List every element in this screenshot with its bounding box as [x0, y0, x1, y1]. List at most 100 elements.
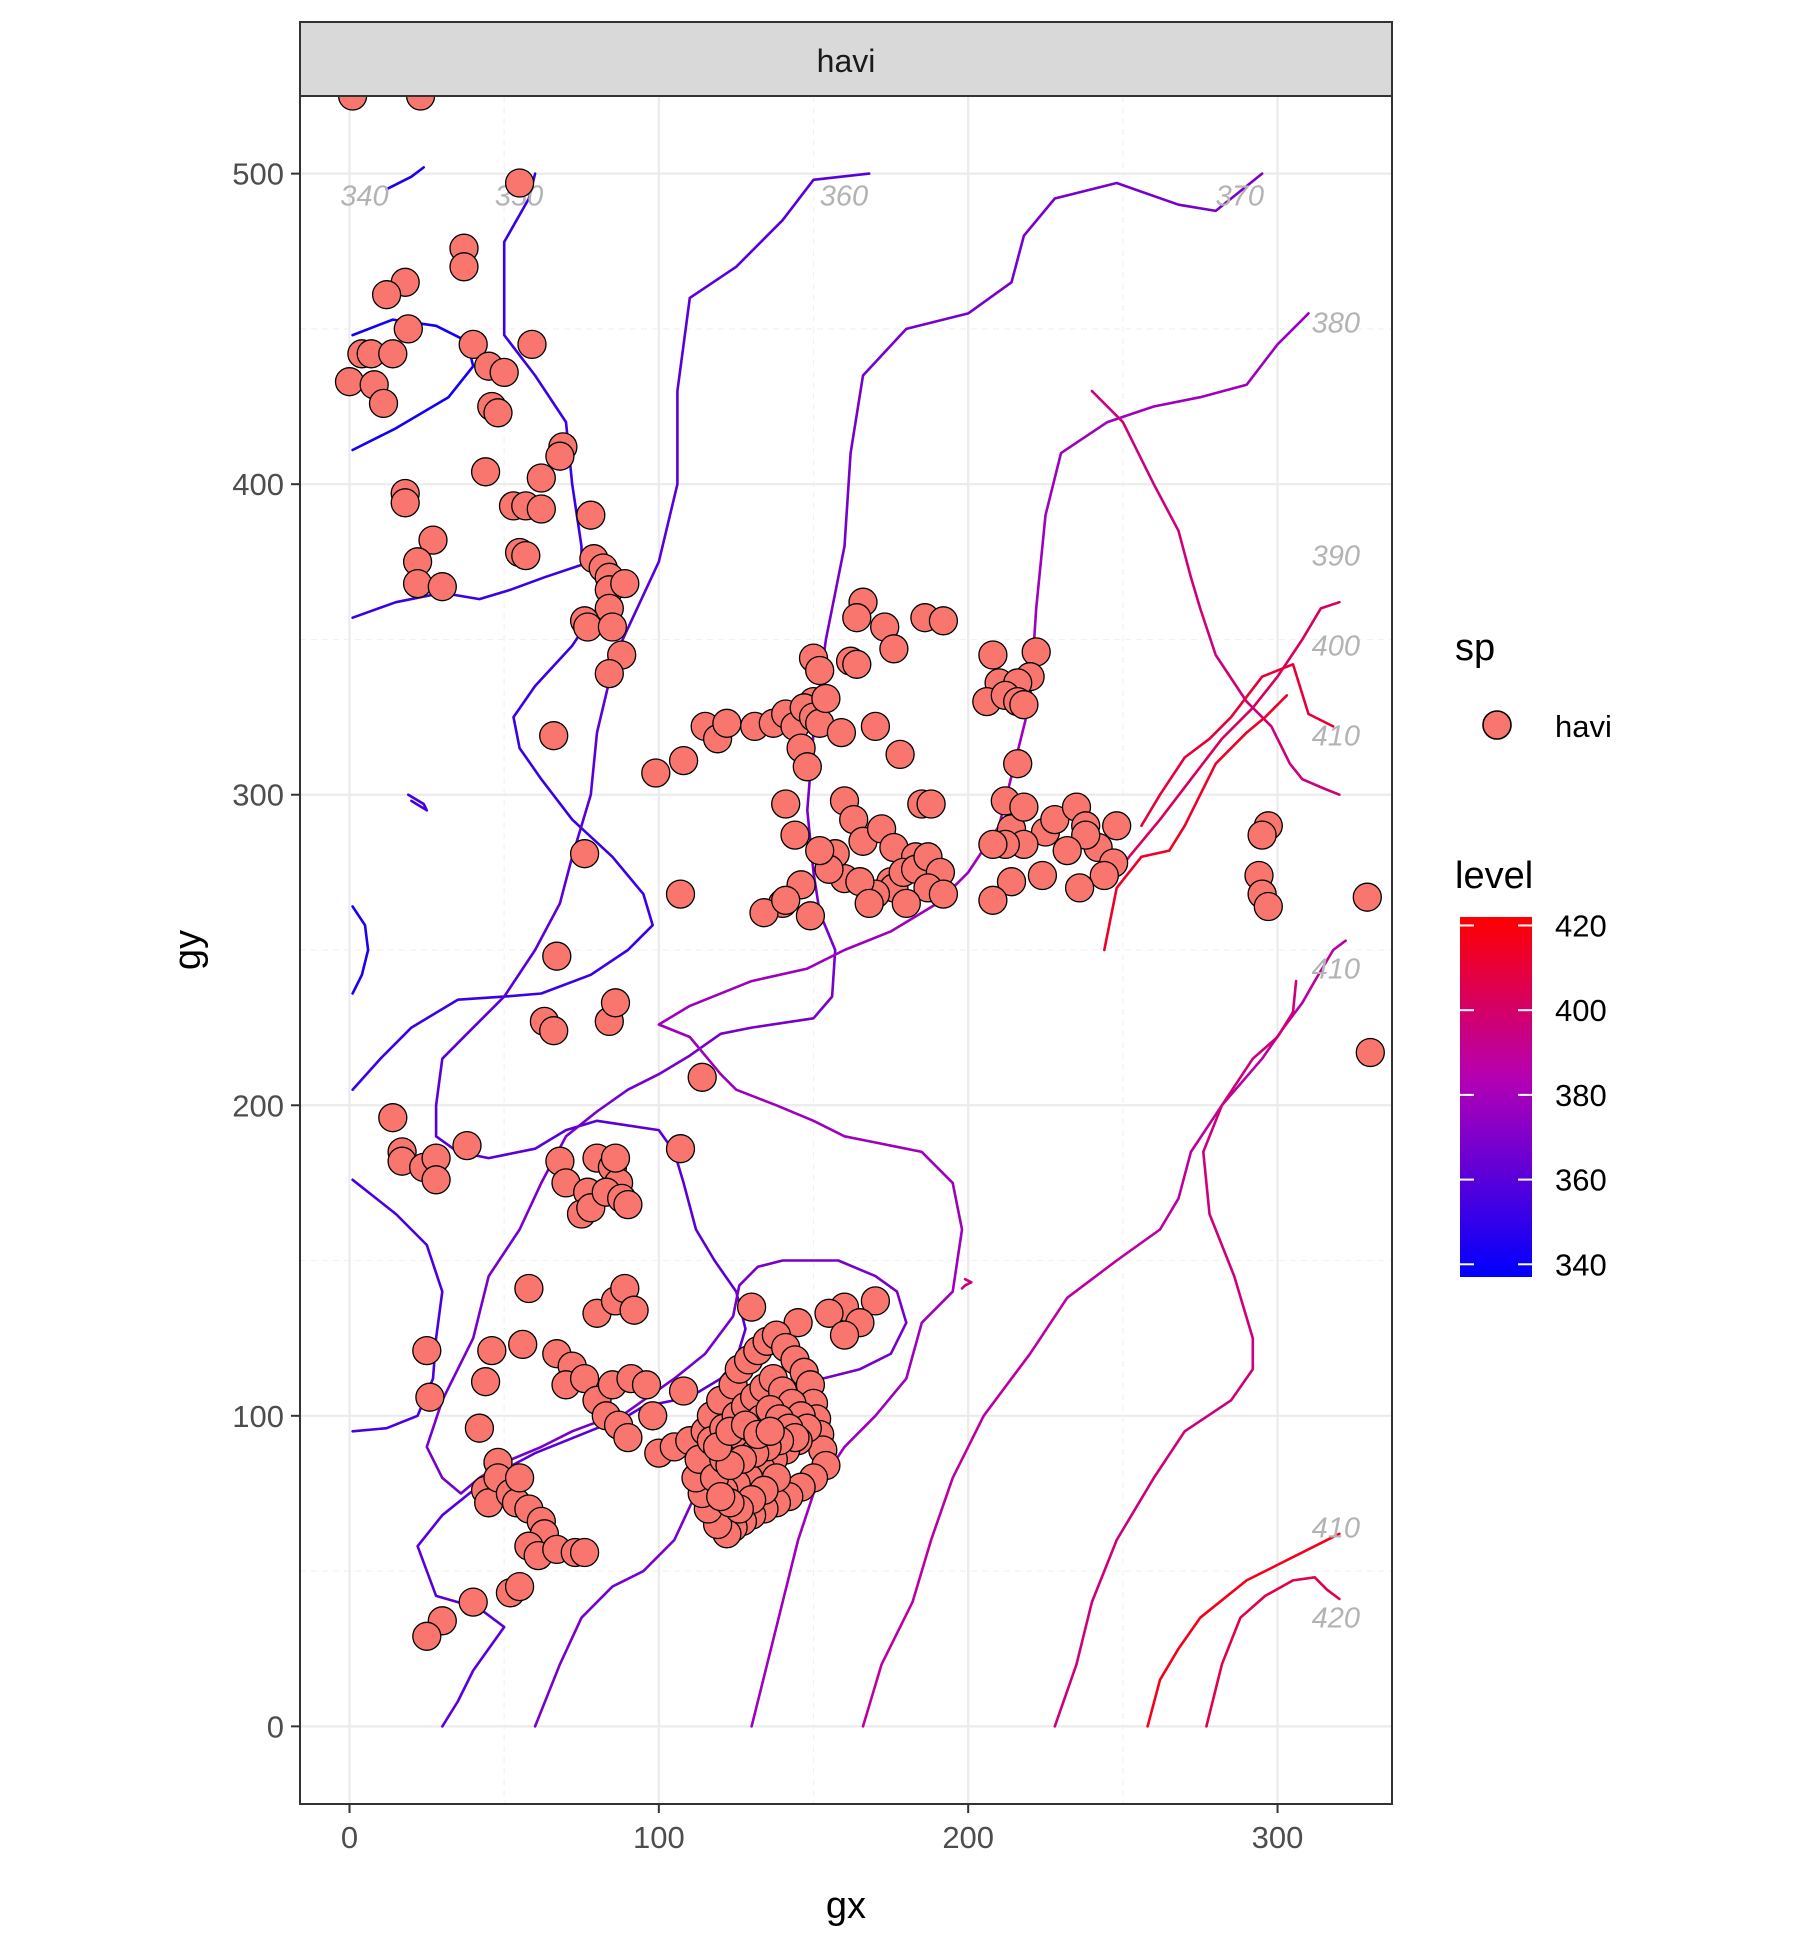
contour-line	[657, 312, 1310, 1728]
data-point	[928, 606, 959, 636]
data-point	[795, 901, 826, 931]
data-point	[504, 1571, 535, 1602]
data-point	[842, 603, 872, 633]
data-point	[860, 1286, 891, 1316]
contour-line	[351, 1178, 444, 1433]
data-point	[613, 1189, 643, 1220]
contour-line	[351, 607, 654, 1091]
contour-label: 370	[1216, 180, 1264, 212]
data-point	[526, 463, 556, 493]
data-point	[854, 888, 884, 919]
contour-line	[1140, 663, 1335, 828]
data-point	[706, 1481, 736, 1512]
contour-line	[425, 172, 1264, 1728]
data-point	[780, 820, 810, 850]
data-point	[418, 525, 448, 555]
legend-level-tick-label: 380	[1555, 1078, 1607, 1113]
data-point	[641, 758, 671, 788]
data-point	[771, 885, 801, 915]
data-point	[1009, 690, 1039, 720]
data-point	[569, 839, 600, 869]
legend-level-tick-label: 360	[1555, 1163, 1607, 1198]
contour-label: 410	[1312, 721, 1360, 753]
data-point	[792, 752, 822, 782]
legend-level-title: level	[1455, 855, 1533, 897]
x-axis-title: gx	[826, 1885, 866, 1927]
data-point	[860, 711, 891, 742]
data-point	[378, 339, 408, 369]
x-axis-ticks: 0 100 200 300	[341, 1804, 1304, 1855]
data-point	[613, 1422, 643, 1453]
y-tick-label: 300	[232, 778, 284, 813]
data-point	[1064, 873, 1095, 903]
contour-line	[1205, 1576, 1341, 1728]
contour-label: 400	[1312, 631, 1360, 663]
data-point	[378, 1103, 408, 1133]
y-axis-ticks: 0 100 200 300 400 500	[232, 157, 300, 1744]
data-point	[668, 1376, 699, 1406]
data-point	[470, 457, 501, 487]
data-point	[464, 1413, 495, 1443]
y-tick-label: 400	[232, 467, 284, 502]
data-point	[504, 168, 535, 198]
data-point	[449, 252, 479, 282]
y-tick-label: 500	[232, 157, 284, 192]
legend-sp: sp havi	[1455, 627, 1612, 744]
data-point	[504, 1463, 535, 1493]
data-point	[978, 829, 1008, 860]
contour-label: 360	[820, 180, 868, 212]
facet-strip-label: havi	[817, 43, 876, 79]
contour-line	[1053, 979, 1298, 1728]
data-point	[483, 398, 513, 428]
contour-line	[1090, 389, 1341, 796]
data-point	[1027, 860, 1058, 891]
data-point	[334, 367, 365, 397]
data-point	[470, 1367, 501, 1397]
data-point	[427, 572, 457, 602]
data-point	[814, 1298, 844, 1328]
data-point	[511, 540, 541, 571]
data-point	[755, 1416, 785, 1446]
data-point	[638, 1401, 668, 1431]
data-point	[412, 1621, 442, 1651]
y-tick-label: 0	[267, 1709, 284, 1744]
data-point	[1355, 1037, 1385, 1068]
x-tick-label: 100	[633, 1820, 685, 1855]
data-point	[576, 500, 606, 530]
contour-label: 410	[1312, 954, 1360, 986]
data-point	[712, 708, 742, 738]
data-point	[1247, 820, 1277, 850]
x-tick-label: 200	[942, 1820, 994, 1855]
data-point	[879, 634, 909, 664]
y-tick-label: 200	[232, 1088, 284, 1123]
facet-strip	[299, 21, 1393, 97]
data-point	[489, 357, 519, 388]
data-point	[736, 1292, 767, 1322]
legend-sp-label: havi	[1555, 709, 1612, 744]
data-point	[1052, 835, 1082, 866]
data-point	[631, 1370, 662, 1400]
legend-level-tick-label: 340	[1555, 1247, 1607, 1282]
data-point	[687, 1062, 717, 1092]
data-point	[573, 612, 603, 642]
data-point	[1352, 882, 1382, 912]
x-tick-label: 0	[341, 1820, 358, 1855]
data-point	[1253, 891, 1283, 922]
contour-line	[1103, 694, 1289, 952]
data-point	[594, 658, 624, 689]
data-point	[526, 494, 556, 524]
contour-line	[861, 939, 1347, 1728]
data-point	[665, 879, 696, 909]
data-point	[978, 885, 1008, 915]
contour-line	[351, 905, 370, 995]
x-tick-label: 300	[1252, 1820, 1304, 1855]
contour-label: 410	[1312, 1513, 1360, 1545]
data-point	[458, 329, 488, 360]
legend-level-colorbar	[1460, 917, 1532, 1277]
data-point	[1003, 749, 1033, 779]
contour-label: 390	[1312, 541, 1360, 573]
data-point	[771, 789, 801, 819]
contour-line	[407, 793, 429, 812]
data-point	[600, 1143, 631, 1173]
data-point	[508, 1329, 538, 1360]
